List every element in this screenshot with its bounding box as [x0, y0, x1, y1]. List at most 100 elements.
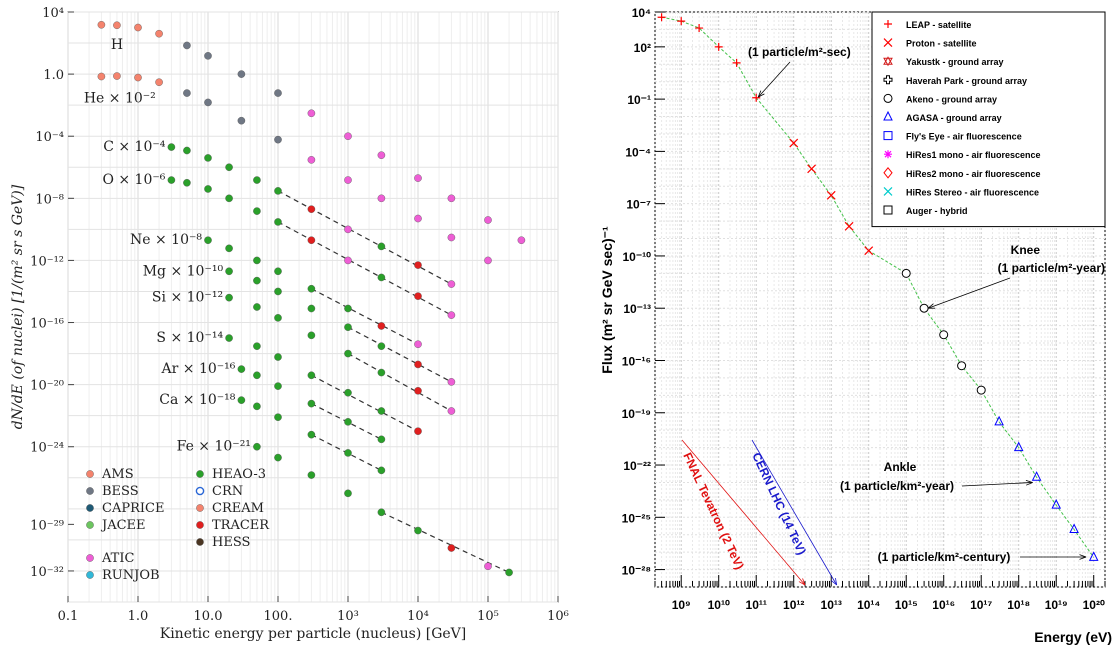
left-data-point — [484, 256, 492, 265]
left-data-point — [484, 562, 492, 571]
left-data-point — [344, 418, 352, 426]
right-data-point — [695, 24, 704, 33]
left-x-tick-label: 1.0 — [128, 609, 149, 624]
left-data-point — [307, 284, 316, 293]
left-legend-label: TRACER — [212, 518, 270, 533]
right-data-point — [789, 138, 799, 148]
left-data-point — [183, 89, 191, 97]
left-data-point — [447, 407, 456, 415]
left-data-point — [113, 21, 121, 30]
right-data-point — [807, 164, 817, 174]
right-x-tick-label: 10¹⁰ — [708, 598, 730, 612]
left-legend-label: AMS — [101, 467, 134, 482]
left-data-point — [253, 256, 261, 265]
right-legend-label: Fly's Eye - air fluorescence — [906, 132, 1022, 142]
left-legend-label: CAPRICE — [102, 501, 164, 516]
right-legend-marker — [883, 56, 893, 67]
left-legend-marker — [196, 504, 204, 512]
left-data-point — [447, 233, 456, 242]
left-data-point — [344, 388, 352, 397]
left-y-tick-label: 10⁴ — [42, 6, 64, 21]
left-data-point — [377, 342, 386, 350]
right-annotation-arrow — [681, 439, 806, 586]
right-data-point — [1069, 523, 1079, 533]
right-annotation-label: (1 particle/m²-year) — [998, 261, 1105, 275]
right-annotation-arrowhead — [757, 90, 765, 98]
right-legend-marker — [883, 110, 893, 121]
left-legend-marker — [86, 571, 94, 579]
right-legend-marker — [883, 131, 893, 141]
right-y-tick-label: 10⁻²⁸ — [622, 564, 651, 578]
left-data-point — [307, 156, 316, 164]
left-data-point — [183, 178, 191, 187]
left-data-point — [134, 23, 142, 32]
left-data-point — [204, 236, 212, 245]
left-data-point — [344, 323, 352, 332]
left-legend-marker — [86, 504, 94, 512]
left-data-point — [225, 267, 233, 276]
left-series-label: O × 10⁻⁶ — [102, 172, 165, 188]
right-legend-label: HiRes1 mono - air fluorescence — [906, 150, 1041, 160]
left-data-point — [307, 331, 316, 340]
right-legend-marker — [883, 205, 893, 215]
right-data-point — [1031, 471, 1042, 481]
left-data-point — [274, 353, 282, 361]
right-legend-label: Auger - hybrid — [906, 206, 968, 216]
right-annotation-arrowhead — [1025, 480, 1033, 486]
right-legend-marker — [884, 20, 892, 28]
left-legend: AMS BESS CAPRICE JACEE ATIC RUNJOB HEAO-3 CRN CR… — [86, 467, 270, 583]
right-x-tick-label: 10¹⁶ — [932, 598, 955, 612]
chart-right-panel: 10⁹ 10¹⁰ 10¹¹ 10¹² 10¹³ 10¹⁴ 10¹⁵ 10¹⁶ 10¹⁷ 10¹⁸ 1… — [599, 6, 1112, 645]
right-annotation-label: Knee — [1011, 243, 1041, 257]
left-data-point — [274, 267, 282, 276]
right-y-tick-label: 10⁻¹⁶ — [622, 354, 651, 368]
left-y-tick-label: 10⁻¹² — [30, 254, 64, 269]
right-legend-label: Yakustk - ground array — [906, 57, 1004, 67]
left-series-label: Mg × 10⁻¹⁰ — [143, 263, 224, 279]
left-series-label: Ne × 10⁻⁸ — [130, 232, 202, 248]
right-y-tick-label: 10⁻¹³ — [623, 302, 651, 316]
right-legend-label: HiRes2 mono - air fluorescence — [906, 169, 1041, 179]
left-fit-line — [277, 221, 452, 316]
left-fit-line — [347, 353, 452, 412]
left-data-point — [307, 430, 316, 439]
left-data-point — [414, 292, 422, 300]
left-series-label: Si × 10⁻¹² — [152, 290, 223, 306]
left-data-point — [204, 98, 212, 107]
left-data-point — [447, 378, 456, 386]
left-data-point — [253, 303, 261, 311]
left-data-point — [253, 442, 261, 451]
left-series-label: He × 10⁻² — [84, 91, 156, 107]
left-data-point — [274, 135, 282, 144]
left-data-point — [414, 387, 422, 395]
left-data-point — [344, 132, 352, 141]
right-data-point — [677, 17, 686, 26]
right-data-point — [752, 93, 761, 102]
left-data-point — [253, 276, 261, 285]
chart-left-panel: 0.1 1.0 10.0 100. 10³ 10⁴ 10⁵ 10⁶ 10⁴ 1.0 10⁻⁴ 10⁻⁸… — [10, 6, 569, 642]
left-data-point — [274, 89, 282, 97]
left-data-point — [377, 273, 386, 282]
right-annotation-label: (1 particle/m²-sec) — [748, 45, 851, 59]
right-x-tick-label: 10¹¹ — [746, 598, 767, 612]
right-x-tick-label: 10¹⁸ — [1007, 598, 1030, 612]
left-legend-label: HEAO-3 — [212, 467, 266, 482]
left-y-tick-label: 10⁻⁸ — [35, 192, 64, 207]
right-data-point — [994, 415, 1004, 426]
left-data-point — [307, 399, 316, 408]
left-fit-line — [311, 374, 419, 432]
left-data-point — [155, 29, 163, 38]
left-data-point — [113, 72, 121, 80]
right-data-point — [864, 246, 874, 256]
right-annotation-arrowhead — [831, 578, 838, 586]
left-data-point — [307, 471, 316, 479]
right-x-axis-label: Energy (eV) — [1034, 629, 1112, 645]
left-series-labels: H He × 10⁻² C × 10⁻⁴ O × 10⁻⁶ Ne × 10⁻⁸ Mg × … — [84, 37, 251, 455]
left-data-point — [344, 176, 352, 184]
left-data-point — [484, 216, 492, 224]
right-legend-marker — [883, 75, 893, 85]
right-legend-label: LEAP - satellite — [906, 20, 971, 30]
left-data-point — [377, 435, 386, 444]
right-annotation-label: Ankle — [884, 460, 917, 474]
right-data-point — [939, 330, 949, 340]
